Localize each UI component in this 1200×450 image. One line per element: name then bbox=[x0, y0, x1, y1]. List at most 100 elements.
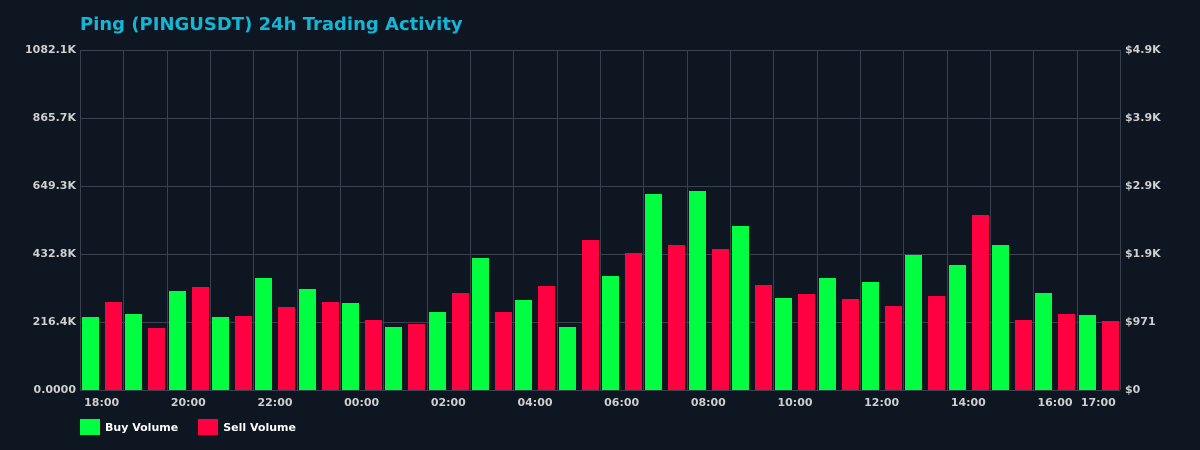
v-gridline bbox=[860, 50, 861, 390]
v-gridline bbox=[167, 50, 168, 390]
buy-volume-bar[interactable] bbox=[602, 275, 619, 390]
sell-volume-bar[interactable] bbox=[755, 285, 772, 390]
v-gridline bbox=[643, 50, 644, 390]
sell-volume-bar[interactable] bbox=[1102, 320, 1119, 390]
sell-volume-bar[interactable] bbox=[885, 306, 902, 390]
v-gridline bbox=[730, 50, 731, 390]
v-gridline bbox=[340, 50, 341, 390]
sell-volume-bar[interactable] bbox=[1015, 319, 1032, 390]
x-axis-tick: 04:00 bbox=[517, 396, 553, 409]
x-axis-tick: 12:00 bbox=[864, 396, 900, 409]
v-gridline bbox=[557, 50, 558, 390]
legend: Buy Volume Sell Volume bbox=[80, 419, 316, 435]
buy-volume-bar[interactable] bbox=[862, 281, 879, 390]
buy-volume-bar[interactable] bbox=[732, 226, 749, 390]
right-axis-tick: $4.9K bbox=[1125, 43, 1161, 56]
buy-volume-bar[interactable] bbox=[905, 254, 922, 390]
buy-volume-bar[interactable] bbox=[1079, 314, 1096, 390]
chart-title: Ping (PINGUSDT) 24h Trading Activity bbox=[80, 14, 463, 35]
v-gridline bbox=[687, 50, 688, 390]
v-gridline bbox=[773, 50, 774, 390]
buy-volume-bar[interactable] bbox=[1035, 292, 1052, 390]
x-axis-tick: 00:00 bbox=[344, 396, 380, 409]
v-gridline bbox=[600, 50, 601, 390]
v-gridline bbox=[990, 50, 991, 390]
sell-volume-bar[interactable] bbox=[452, 292, 469, 390]
sell-volume-bar[interactable] bbox=[972, 215, 989, 390]
x-axis-tick: 10:00 bbox=[777, 396, 813, 409]
v-gridline bbox=[383, 50, 384, 390]
sell-volume-bar[interactable] bbox=[495, 312, 512, 390]
sell-volume-bar[interactable] bbox=[235, 315, 252, 390]
sell-volume-bar[interactable] bbox=[582, 240, 599, 390]
v-gridline bbox=[1077, 50, 1078, 390]
sell-volume-bar[interactable] bbox=[1058, 313, 1075, 390]
sell-volume-bar[interactable] bbox=[712, 248, 729, 390]
v-gridline bbox=[947, 50, 948, 390]
buy-volume-bar[interactable] bbox=[775, 297, 792, 390]
buy-volume-bar[interactable] bbox=[342, 302, 359, 390]
sell-volume-bar[interactable] bbox=[322, 302, 339, 390]
sell-volume-bar[interactable] bbox=[842, 298, 859, 390]
buy-volume-bar[interactable] bbox=[125, 313, 142, 390]
x-axis-tick: 14:00 bbox=[950, 396, 986, 409]
left-axis-tick: 649.3K bbox=[32, 179, 76, 192]
buy-volume-bar[interactable] bbox=[515, 300, 532, 390]
sell-volume-bar[interactable] bbox=[538, 286, 555, 390]
v-gridline bbox=[123, 50, 124, 390]
v-gridline bbox=[210, 50, 211, 390]
buy-volume-bar[interactable] bbox=[82, 317, 99, 390]
left-axis-tick: 216.4K bbox=[32, 315, 76, 328]
x-axis-tick: 16:00 bbox=[1037, 396, 1073, 409]
buy-volume-bar[interactable] bbox=[299, 289, 316, 390]
legend-label-buy: Buy Volume bbox=[105, 420, 179, 434]
buy-volume-bar[interactable] bbox=[689, 191, 706, 390]
sell-volume-bar[interactable] bbox=[625, 253, 642, 390]
sell-volume-bar[interactable] bbox=[928, 296, 945, 390]
v-gridline bbox=[1033, 50, 1034, 390]
buy-volume-bar[interactable] bbox=[645, 193, 662, 390]
buy-volume-bar[interactable] bbox=[429, 312, 446, 390]
x-axis-tick: 08:00 bbox=[690, 396, 726, 409]
right-axis-tick: $0 bbox=[1125, 383, 1141, 396]
sell-volume-bar[interactable] bbox=[148, 328, 165, 390]
left-axis-tick: 865.7K bbox=[32, 111, 76, 124]
buy-volume-bar[interactable] bbox=[212, 317, 229, 390]
sell-volume-bar[interactable] bbox=[365, 319, 382, 390]
x-axis-tick: 17:00 bbox=[1080, 396, 1116, 409]
sell-volume-bar[interactable] bbox=[192, 286, 209, 390]
buy-volume-bar[interactable] bbox=[169, 291, 186, 390]
v-gridline bbox=[297, 50, 298, 390]
x-axis-tick: 06:00 bbox=[604, 396, 640, 409]
sell-volume-bar[interactable] bbox=[278, 307, 295, 390]
left-axis-tick: 0.0000 bbox=[33, 383, 76, 396]
buy-volume-bar[interactable] bbox=[472, 258, 489, 390]
sell-volume-bar[interactable] bbox=[408, 324, 425, 390]
buy-volume-bar[interactable] bbox=[559, 326, 576, 390]
left-axis-tick: 432.8K bbox=[32, 247, 76, 260]
v-gridline bbox=[513, 50, 514, 390]
v-gridline bbox=[80, 50, 81, 390]
right-axis-tick: $1.9K bbox=[1125, 247, 1161, 260]
buy-volume-bar[interactable] bbox=[992, 245, 1009, 390]
h-gridline bbox=[80, 390, 1120, 391]
buy-volume-bar[interactable] bbox=[819, 278, 836, 390]
buy-swatch-icon bbox=[80, 419, 100, 435]
buy-volume-bar[interactable] bbox=[385, 326, 402, 390]
legend-item-sell[interactable]: Sell Volume bbox=[198, 419, 296, 435]
left-axis-tick: 1082.1K bbox=[25, 43, 76, 56]
v-gridline bbox=[253, 50, 254, 390]
legend-item-buy[interactable]: Buy Volume bbox=[80, 419, 178, 435]
x-axis-tick: 20:00 bbox=[170, 396, 206, 409]
buy-volume-bar[interactable] bbox=[255, 278, 272, 390]
x-axis-tick: 18:00 bbox=[84, 396, 120, 409]
sell-volume-bar[interactable] bbox=[105, 302, 122, 390]
v-gridline bbox=[427, 50, 428, 390]
sell-volume-bar[interactable] bbox=[798, 293, 815, 390]
sell-volume-bar[interactable] bbox=[668, 245, 685, 390]
plot-area bbox=[80, 50, 1121, 391]
right-axis-tick: $2.9K bbox=[1125, 179, 1161, 192]
legend-label-sell: Sell Volume bbox=[223, 420, 296, 434]
x-axis-tick: 22:00 bbox=[257, 396, 293, 409]
buy-volume-bar[interactable] bbox=[949, 264, 966, 390]
